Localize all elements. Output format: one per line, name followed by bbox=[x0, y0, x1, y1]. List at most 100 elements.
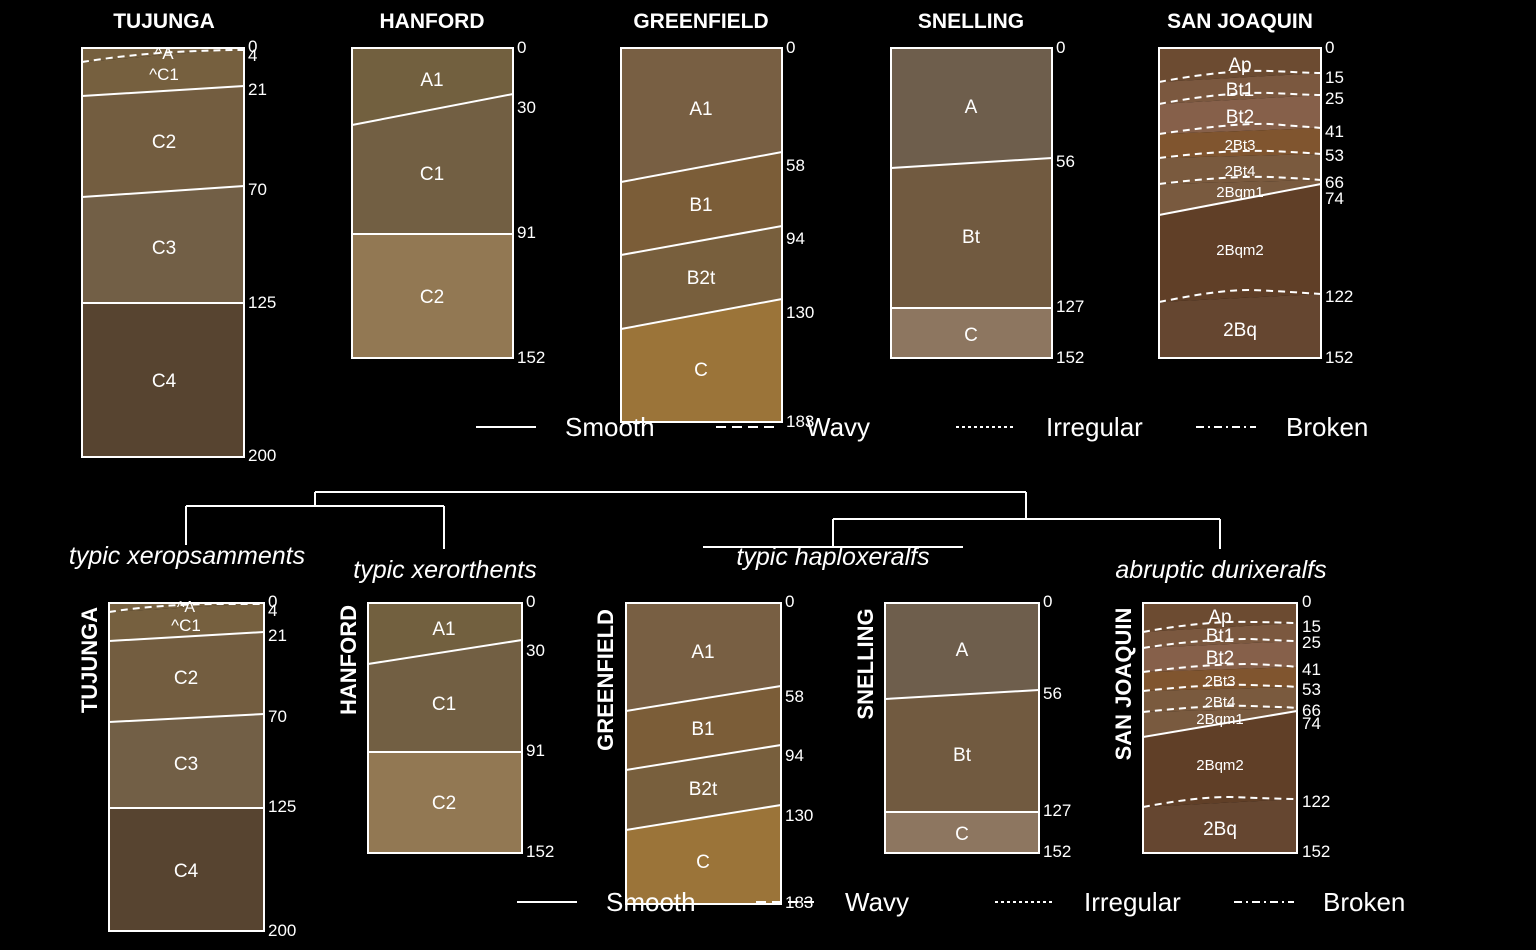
horizon-label: C2 bbox=[152, 132, 176, 153]
horizon-label: Bt bbox=[953, 745, 972, 766]
horizon-C bbox=[885, 812, 1039, 853]
legend-broken-label: Broken bbox=[1286, 412, 1368, 442]
depth-label: 0 bbox=[1325, 38, 1334, 57]
horizon-label: 2Bqm1 bbox=[1216, 184, 1264, 201]
horizon-C bbox=[626, 805, 781, 904]
horizon-A1 bbox=[352, 48, 513, 125]
boundary-wavy bbox=[1158, 149, 1322, 159]
depth-label: 0 bbox=[526, 592, 535, 611]
horizon-^C1 bbox=[82, 48, 244, 96]
depth-label: 91 bbox=[526, 741, 545, 760]
depth-label: 58 bbox=[786, 156, 805, 175]
class-label-xerorthents: typic xerorthents bbox=[353, 556, 536, 584]
depth-label: 152 bbox=[1325, 348, 1353, 367]
top-title-sanjoaquin: SAN JOAQUIN bbox=[1167, 10, 1313, 33]
legend-wavy-label: Wavy bbox=[806, 412, 870, 442]
depth-label: 94 bbox=[786, 229, 805, 248]
top-profile-snelling: A Bt C 0 56 127 152 bbox=[890, 38, 1084, 367]
top-panel: TUJUNGA HANFORD GREENFIELD SNELLING SAN … bbox=[81, 10, 1368, 465]
class-label-xeropsamments: typic xeropsamments bbox=[69, 542, 305, 570]
horizon-C2 bbox=[109, 632, 264, 722]
horizon-label: C4 bbox=[174, 861, 199, 882]
top-profile-tujunga: ^A ^C1 C2 C3 C4 0 4 21 70 125 200 bbox=[81, 37, 276, 465]
bottom-profile-tujunga: ^A ^C1 C2 C3 C4 0 4 21 70 125 200 bbox=[108, 592, 296, 940]
boundary-smooth bbox=[81, 85, 245, 97]
depth-label: 4 bbox=[268, 601, 277, 620]
legend-smooth-label: Smooth bbox=[606, 887, 696, 917]
boundary-smooth bbox=[108, 713, 265, 723]
horizon-C2 bbox=[82, 86, 244, 197]
horizon-label: Ap bbox=[1208, 607, 1231, 628]
classification-labels: typic xeropsamments typic xerorthents ty… bbox=[69, 542, 1327, 584]
boundary-wavy bbox=[1158, 122, 1322, 135]
depth-label: 152 bbox=[1056, 348, 1084, 367]
horizon-label: 2Bqm2 bbox=[1196, 757, 1244, 774]
horizon-Bt2 bbox=[1143, 641, 1297, 672]
depth-label: 30 bbox=[526, 641, 545, 660]
bottom-title-snelling: SNELLING bbox=[853, 608, 878, 719]
horizon-C3 bbox=[82, 186, 244, 303]
boundary-smooth bbox=[625, 804, 782, 831]
horizon-2Bq bbox=[1159, 294, 1321, 358]
horizon-B2t bbox=[621, 226, 782, 329]
horizon-label: 2Bqm1 bbox=[1196, 711, 1244, 728]
depth-label: 200 bbox=[268, 921, 296, 940]
depth-label: 127 bbox=[1043, 801, 1071, 820]
boundary-wavy bbox=[1142, 704, 1298, 713]
horizon-Bt bbox=[891, 158, 1052, 308]
horizon-B2t bbox=[626, 745, 781, 830]
profile-frame bbox=[108, 602, 265, 932]
profile-frame bbox=[367, 602, 523, 854]
horizon-label: ^C1 bbox=[171, 616, 201, 635]
depth-label: 4 bbox=[248, 46, 257, 65]
profile-frame bbox=[81, 47, 245, 458]
horizon-A1 bbox=[368, 603, 522, 664]
boundary-wavy bbox=[1142, 795, 1298, 808]
horizon-A bbox=[885, 603, 1039, 699]
depth-label: 25 bbox=[1302, 633, 1321, 652]
depth-label: 152 bbox=[1302, 842, 1330, 861]
depth-label: 125 bbox=[248, 293, 276, 312]
boundary-wavy bbox=[1158, 175, 1322, 185]
horizon-A1 bbox=[621, 48, 782, 182]
class-label-haploxeralfs: typic haploxeralfs bbox=[736, 543, 929, 571]
horizon-label: ^A bbox=[177, 599, 196, 616]
horizon-label: C1 bbox=[432, 694, 456, 715]
horizon-label: ^C1 bbox=[149, 65, 179, 84]
horizon-2Bt4 bbox=[1143, 687, 1297, 712]
classification-tree bbox=[185, 491, 1221, 549]
horizon-label: C2 bbox=[174, 668, 198, 689]
horizon-2Bt3 bbox=[1143, 667, 1297, 691]
bottom-title-hanford: HANFORD bbox=[336, 605, 361, 715]
horizon-C2 bbox=[368, 752, 522, 853]
top-profile-greenfield: A1 B1 B2t C 0 58 94 130 183 bbox=[620, 38, 814, 431]
profile-frame bbox=[351, 47, 514, 359]
depth-label: 53 bbox=[1325, 146, 1344, 165]
horizon-label: A bbox=[965, 97, 978, 118]
boundary-wavy bbox=[1158, 91, 1322, 105]
horizon-label: 2Bqm2 bbox=[1216, 242, 1264, 259]
horizon-label: Bt2 bbox=[1226, 107, 1255, 128]
depth-label: 58 bbox=[785, 687, 804, 706]
horizon-label: Bt bbox=[962, 227, 981, 248]
depth-label: 152 bbox=[1043, 842, 1071, 861]
depth-label: 0 bbox=[517, 38, 526, 57]
boundary-smooth bbox=[108, 631, 265, 642]
horizon-C1 bbox=[352, 94, 513, 234]
horizon-label: ^A bbox=[154, 44, 174, 63]
horizon-label: C bbox=[694, 360, 708, 381]
boundary-smooth bbox=[625, 685, 782, 712]
horizon-Ap bbox=[1143, 603, 1297, 632]
depth-label: 152 bbox=[526, 842, 554, 861]
horizon-B1 bbox=[626, 686, 781, 770]
legend-smooth-label: Smooth bbox=[565, 412, 655, 442]
depth-label: 0 bbox=[1302, 592, 1311, 611]
horizon-C3 bbox=[109, 714, 264, 808]
bottom-profile-sanjoaquin: Ap Bt1 Bt2 2Bt3 2Bt4 2Bqm1 2Bqm2 2Bq 0 1… bbox=[1142, 592, 1330, 861]
horizon-label: 2Bq bbox=[1223, 320, 1257, 341]
depth-label: 15 bbox=[1302, 617, 1321, 636]
class-label-durixeralfs: abruptic durixeralfs bbox=[1115, 556, 1326, 584]
depth-label: 21 bbox=[248, 80, 267, 99]
horizon-A1 bbox=[626, 603, 781, 711]
boundary-wavy bbox=[1142, 637, 1298, 649]
